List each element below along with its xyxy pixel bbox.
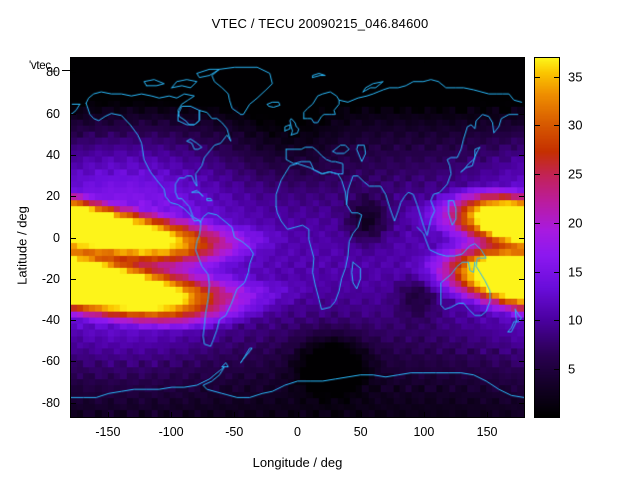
x-tick-mark bbox=[171, 57, 172, 63]
x-axis-title: Longitude / deg bbox=[252, 455, 343, 470]
colorbar-tick-mark bbox=[534, 320, 540, 321]
x-tick-mark bbox=[361, 412, 362, 418]
x-tick-label: 50 bbox=[353, 425, 368, 439]
y-tick-mark bbox=[519, 114, 525, 115]
x-tick-label: -100 bbox=[158, 425, 184, 439]
colorbar-tick-mark bbox=[554, 369, 560, 370]
colorbar-tick-label: 20 bbox=[568, 215, 583, 231]
y-tick-mark bbox=[519, 279, 525, 280]
x-tick-mark bbox=[487, 412, 488, 418]
x-tick-label: 100 bbox=[413, 425, 435, 439]
colorbar[interactable] bbox=[534, 57, 560, 418]
legend-key-label: 'vtec_ bbox=[29, 60, 57, 72]
x-tick-mark bbox=[487, 57, 488, 63]
y-tick-mark bbox=[70, 155, 76, 156]
y-tick-mark bbox=[519, 403, 525, 404]
y-tick-label: -20 bbox=[41, 271, 60, 286]
colorbar-tick-mark bbox=[534, 369, 540, 370]
x-tick-mark bbox=[361, 57, 362, 63]
colorbar-tick-mark bbox=[554, 125, 560, 126]
y-tick-mark bbox=[519, 361, 525, 362]
y-tick-mark bbox=[519, 238, 525, 239]
colorbar-tick-label: 5 bbox=[568, 361, 576, 377]
y-tick-mark bbox=[70, 320, 76, 321]
x-tick-mark bbox=[298, 57, 299, 63]
y-tick-mark bbox=[70, 196, 76, 197]
y-tick-mark bbox=[70, 114, 76, 115]
y-tick-label: -40 bbox=[41, 313, 60, 327]
y-tick-label: 60 bbox=[46, 106, 60, 121]
y-tick-mark bbox=[519, 320, 525, 321]
y-tick-mark bbox=[70, 403, 76, 404]
colorbar-tick-mark bbox=[534, 125, 540, 126]
colorbar-tick-mark bbox=[534, 223, 540, 224]
colorbar-gradient bbox=[535, 58, 559, 417]
colorbar-tick-mark bbox=[554, 320, 560, 321]
colorbar-tick-label: 15 bbox=[568, 264, 583, 280]
x-tick-mark bbox=[108, 57, 109, 63]
colorbar-tick-label: 10 bbox=[568, 312, 583, 328]
colorbar-tick-mark bbox=[534, 174, 540, 175]
y-axis-tick-labels: 80 60 40 20 0 -20 -40 -60 -80 bbox=[0, 0, 525, 480]
y-tick-label: 80 bbox=[46, 65, 60, 80]
y-tick-label: -60 bbox=[41, 354, 60, 369]
y-tick-mark bbox=[70, 361, 76, 362]
colorbar-tick-mark bbox=[554, 223, 560, 224]
x-tick-mark bbox=[171, 412, 172, 418]
colorbar-tick-mark bbox=[534, 272, 540, 273]
y-tick-mark bbox=[70, 238, 76, 239]
x-tick-label: 150 bbox=[476, 425, 498, 439]
y-tick-label: 40 bbox=[46, 147, 60, 162]
y-tick-label: 20 bbox=[46, 189, 60, 204]
y-tick-label: 0 bbox=[53, 230, 60, 245]
colorbar-tick-label: 25 bbox=[568, 166, 583, 182]
map-plot-area[interactable] bbox=[70, 57, 525, 418]
x-tick-label: 0 bbox=[294, 425, 301, 439]
colorbar-tick-mark bbox=[554, 77, 560, 78]
legend-key-sample-line bbox=[62, 70, 74, 71]
x-tick-mark bbox=[424, 412, 425, 418]
x-tick-mark bbox=[424, 57, 425, 63]
y-tick-mark bbox=[519, 72, 525, 73]
y-tick-label: -80 bbox=[41, 395, 60, 410]
colorbar-tick-mark bbox=[554, 174, 560, 175]
colorbar-tick-mark bbox=[554, 272, 560, 273]
x-tick-label: -50 bbox=[225, 425, 244, 439]
y-tick-mark bbox=[519, 196, 525, 197]
x-tick-label: -150 bbox=[95, 425, 121, 439]
vtec-heatmap-canvas bbox=[71, 58, 524, 417]
colorbar-tick-label: 30 bbox=[568, 117, 583, 133]
colorbar-tick-label: 35 bbox=[568, 69, 583, 84]
page-title: VTEC / TECU 20090215_046.84600 bbox=[211, 16, 429, 31]
y-tick-mark bbox=[70, 279, 76, 280]
x-tick-mark bbox=[108, 412, 109, 418]
y-tick-mark bbox=[519, 155, 525, 156]
colorbar-tick-mark bbox=[534, 77, 540, 78]
x-tick-mark bbox=[298, 412, 299, 418]
x-tick-mark bbox=[234, 57, 235, 63]
x-tick-mark bbox=[234, 412, 235, 418]
y-tick-mark bbox=[70, 72, 76, 73]
